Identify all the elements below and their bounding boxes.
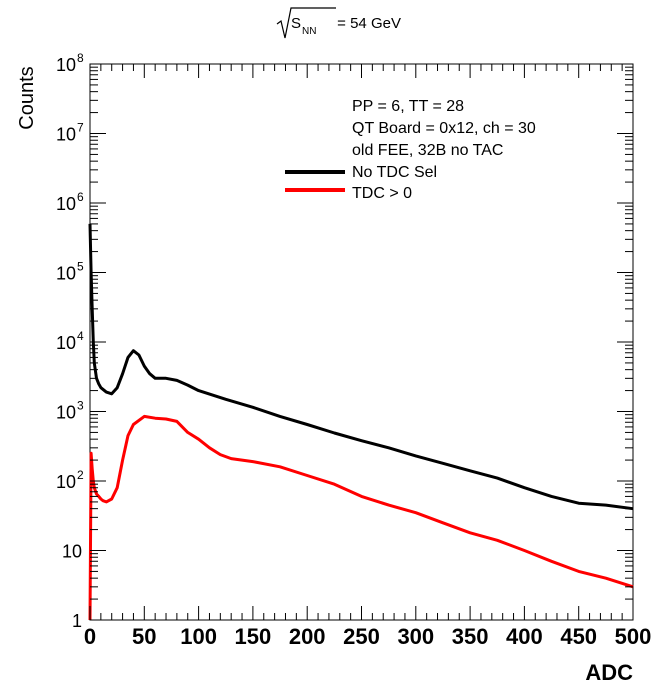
- x-tick-label: 50: [132, 624, 156, 649]
- y-tick-exponent: 4: [77, 329, 84, 343]
- y-tick-label: 10: [56, 125, 76, 145]
- x-tick-label: 100: [180, 624, 217, 649]
- legend-label-no-tdc-sel: No TDC Sel: [352, 164, 437, 181]
- y-tick-exponent: 7: [77, 121, 84, 135]
- title-sqrt-label: S: [291, 15, 301, 32]
- y-tick-label: 10: [62, 542, 82, 562]
- y-tick-label: 10: [56, 55, 76, 75]
- info-line-3: old FEE, 32B no TAC: [352, 142, 503, 159]
- x-axis-label: ADC: [585, 660, 633, 685]
- y-tick-exponent: 5: [77, 260, 84, 274]
- y-tick-exponent: 8: [77, 51, 84, 65]
- y-tick-label: 1: [72, 611, 82, 631]
- x-tick-label: 450: [560, 624, 597, 649]
- series-line-0: [88, 223, 634, 511]
- x-tick-label: 400: [506, 624, 543, 649]
- x-tick-label: 350: [452, 624, 489, 649]
- y-tick-exponent: 2: [77, 468, 84, 482]
- title-text: = 54 GeV: [333, 15, 401, 32]
- series-line-1: [88, 414, 634, 621]
- x-tick-label: 200: [289, 624, 326, 649]
- y-tick-exponent: 6: [77, 190, 84, 204]
- x-tick-label: 150: [235, 624, 272, 649]
- legend-label-tdc-gt-0: TDC > 0: [352, 185, 412, 202]
- x-tick-label: 0: [84, 624, 96, 649]
- x-tick-label: 500: [615, 624, 652, 649]
- legend: No TDC Sel TDC > 0: [285, 164, 437, 202]
- y-tick-label: 10: [56, 194, 76, 214]
- info-line-1: PP = 6, TT = 28: [352, 98, 464, 115]
- x-tick-label: 300: [397, 624, 434, 649]
- title-sqrt-subscript: NN: [302, 26, 316, 37]
- y-tick-label: 10: [56, 472, 76, 492]
- y-tick-label: 10: [56, 403, 76, 423]
- y-axis-label: Counts: [16, 66, 38, 129]
- y-tick-label: 10: [56, 264, 76, 284]
- chart-title: S NN = 54 GeV: [276, 7, 401, 39]
- y-tick-label: 10: [56, 333, 76, 353]
- sqrt-symbol: [276, 7, 336, 39]
- info-line-2: QT Board = 0x12, ch = 30: [352, 120, 536, 137]
- x-tick-label: 250: [343, 624, 380, 649]
- y-tick-exponent: 3: [77, 399, 84, 413]
- series-layer: [88, 223, 634, 621]
